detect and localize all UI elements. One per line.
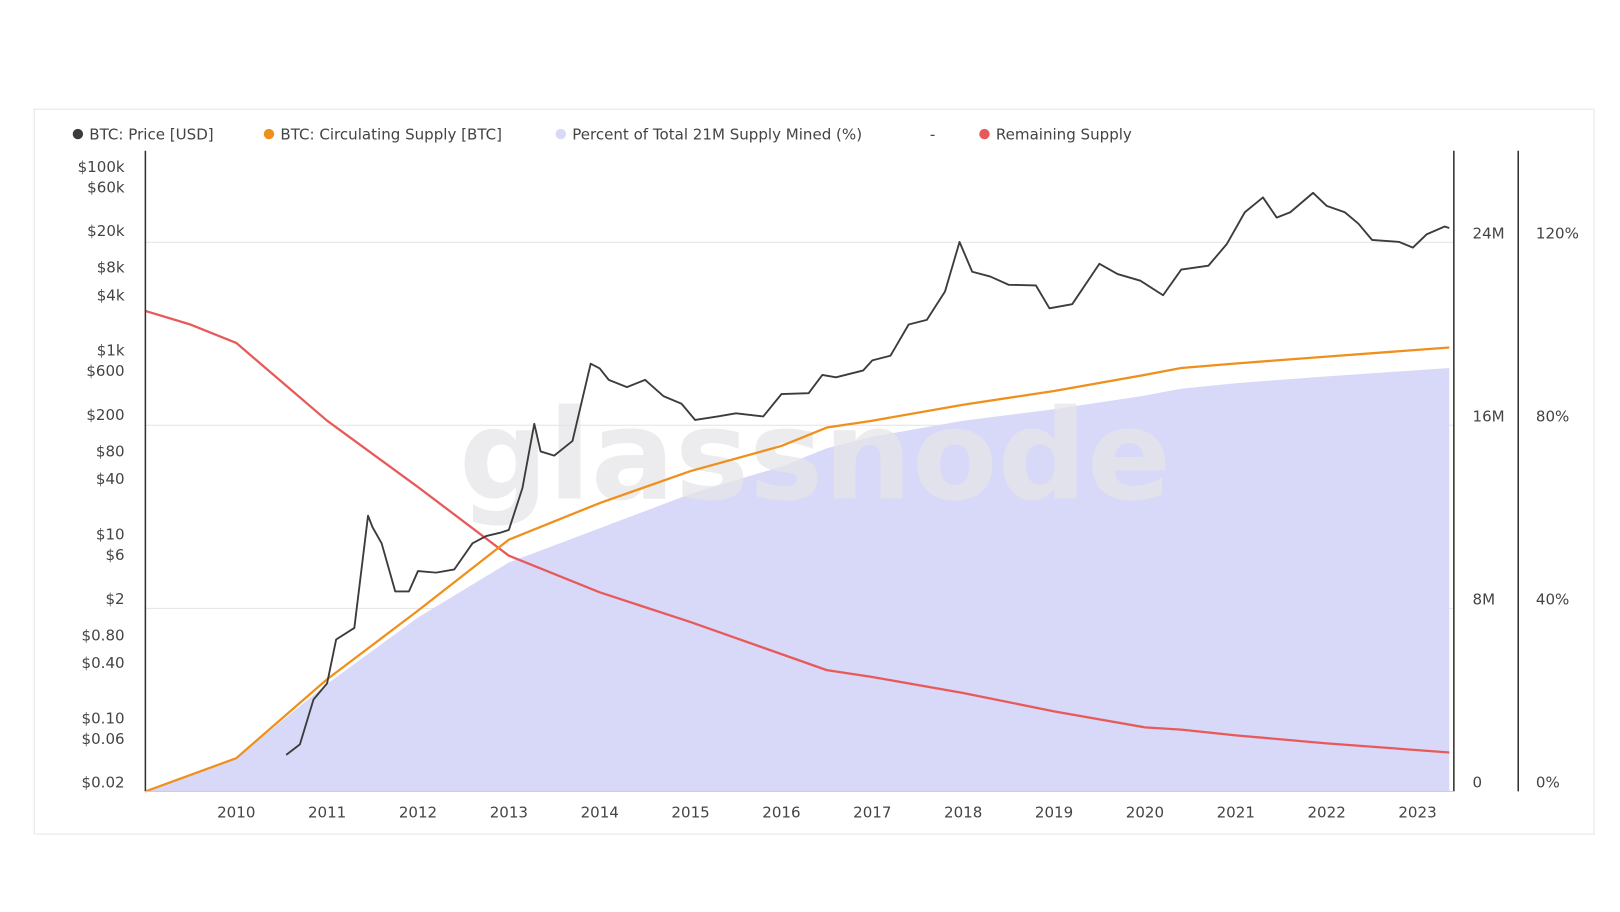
area [145, 368, 1450, 792]
y-tick-label: $600 [86, 362, 124, 380]
x-tick-label: 2016 [762, 804, 800, 822]
x-tick-label: 2017 [853, 804, 891, 822]
legend-separator: - [930, 126, 935, 144]
y-tick-label: $6 [105, 546, 124, 564]
legend-label: Percent of Total 21M Supply Mined (%) [572, 126, 862, 144]
y-tick-label: $0.02 [82, 774, 125, 792]
y-tick-label: $0.40 [82, 654, 125, 672]
x-tick-label: 2011 [308, 804, 346, 822]
y3-tick-label: 0% [1536, 774, 1560, 792]
y-tick-label: $0.10 [82, 709, 125, 727]
y-tick-label: $2 [105, 590, 124, 608]
legend-label: BTC: Circulating Supply [BTC] [280, 126, 502, 144]
x-tick-label: 2022 [1307, 804, 1345, 822]
y-tick-label: $200 [86, 406, 124, 424]
y-tick-label: $100k [78, 158, 125, 176]
x-tick-label: 2012 [399, 804, 437, 822]
x-tick-label: 2013 [490, 804, 528, 822]
y-tick-label: $60k [87, 178, 125, 196]
y-tick-label: $40 [96, 470, 125, 488]
y2-tick-label: 8M [1473, 591, 1496, 609]
x-tick-label: 2020 [1126, 804, 1164, 822]
x-tick-label: 2015 [671, 804, 709, 822]
y3-tick-label: 40% [1536, 591, 1569, 609]
watermark: glassnode [459, 383, 1171, 528]
line [285, 191, 1450, 756]
y2-tick-label: 0 [1473, 774, 1483, 792]
y-tick-label: $10 [96, 526, 125, 544]
legend-marker [72, 128, 84, 140]
legend-marker [555, 128, 566, 140]
x-tick-label: 2018 [944, 804, 982, 822]
x-tick-label: 2014 [581, 804, 619, 822]
x-tick-label: 2010 [217, 804, 255, 822]
y-tick-label: $0.06 [82, 730, 125, 748]
x-tick-label: 2021 [1217, 804, 1255, 822]
y2-tick-label: 16M [1473, 407, 1505, 425]
line [145, 309, 1450, 754]
y-tick-label: $1k [97, 342, 125, 360]
y3-tick-label: 80% [1536, 407, 1569, 425]
y-tick-label: $4k [97, 286, 125, 304]
x-tick-label: 2023 [1398, 804, 1436, 822]
y2-tick-label: 24M [1473, 224, 1505, 242]
y3-tick-label: 120% [1536, 224, 1579, 242]
legend-label: Remaining Supply [996, 126, 1132, 144]
y-tick-label: $8k [97, 259, 125, 277]
y-tick-label: $80 [96, 443, 125, 461]
x-tick-label: 2019 [1035, 804, 1073, 822]
legend-marker [263, 128, 275, 140]
y-tick-label: $0.80 [82, 626, 125, 644]
line [144, 346, 1450, 793]
y-tick-label: $20k [87, 222, 125, 240]
legend-marker [979, 128, 990, 140]
legend-label: BTC: Price [USD] [89, 126, 213, 144]
